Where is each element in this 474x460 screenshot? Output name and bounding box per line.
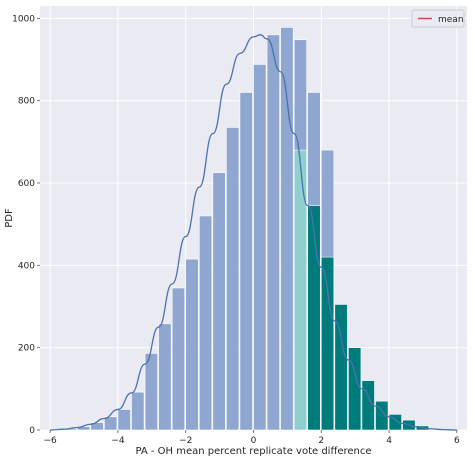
tail-bar <box>388 414 402 431</box>
tail-bar <box>307 205 321 431</box>
y-tick-label: 400 <box>18 261 35 271</box>
y-tick-label: 600 <box>18 179 35 189</box>
histogram-bar <box>226 127 240 431</box>
x-tick-label: 6 <box>454 436 460 446</box>
histogram-bar <box>131 391 145 431</box>
histogram-bar <box>198 215 213 431</box>
histogram-bar <box>90 422 104 431</box>
kde-curve <box>50 34 457 431</box>
x-tick-label: 4 <box>386 436 392 446</box>
legend: mean <box>411 9 465 28</box>
histogram-bar <box>266 34 280 431</box>
x-axis-label: PA - OH mean percent replicate vote diff… <box>135 446 371 457</box>
histogram-bar <box>239 92 253 431</box>
tail-bar <box>348 347 362 431</box>
histogram-bar <box>144 353 158 431</box>
tail-bar <box>375 400 389 431</box>
x-tick-label: −4 <box>111 436 125 446</box>
histogram-bar <box>185 258 199 431</box>
histogram-bar <box>171 287 186 431</box>
highlight-bar <box>293 149 308 431</box>
y-tick-label: 0 <box>29 426 35 436</box>
x-tick-label: 2 <box>318 436 324 446</box>
legend-box <box>411 9 465 28</box>
tail-bar <box>334 304 348 431</box>
x-tick-label: −2 <box>179 436 192 446</box>
y-axis-label: PDF <box>4 208 15 228</box>
histogram-bar <box>104 416 118 431</box>
x-tick-label: 0 <box>251 436 257 446</box>
tail-bar <box>320 256 335 431</box>
histogram-bars <box>63 27 430 431</box>
histogram-bar <box>212 172 226 431</box>
y-tick-label: 200 <box>18 344 35 354</box>
y-tick-label: 1000 <box>12 14 35 24</box>
histogram-bar <box>117 409 131 431</box>
histogram-bar <box>280 27 294 431</box>
x-axis-ticks: −6 −4 −2 0 2 4 6 <box>44 430 460 446</box>
y-tick-label: 800 <box>18 97 35 107</box>
histogram-bar <box>158 323 172 431</box>
x-tick-label: −6 <box>44 436 58 446</box>
legend-mean-label: mean <box>438 15 464 25</box>
kde-line <box>50 34 457 431</box>
y-axis-ticks: 0 200 400 600 800 1000 <box>12 14 40 436</box>
histogram-bar <box>253 64 267 431</box>
